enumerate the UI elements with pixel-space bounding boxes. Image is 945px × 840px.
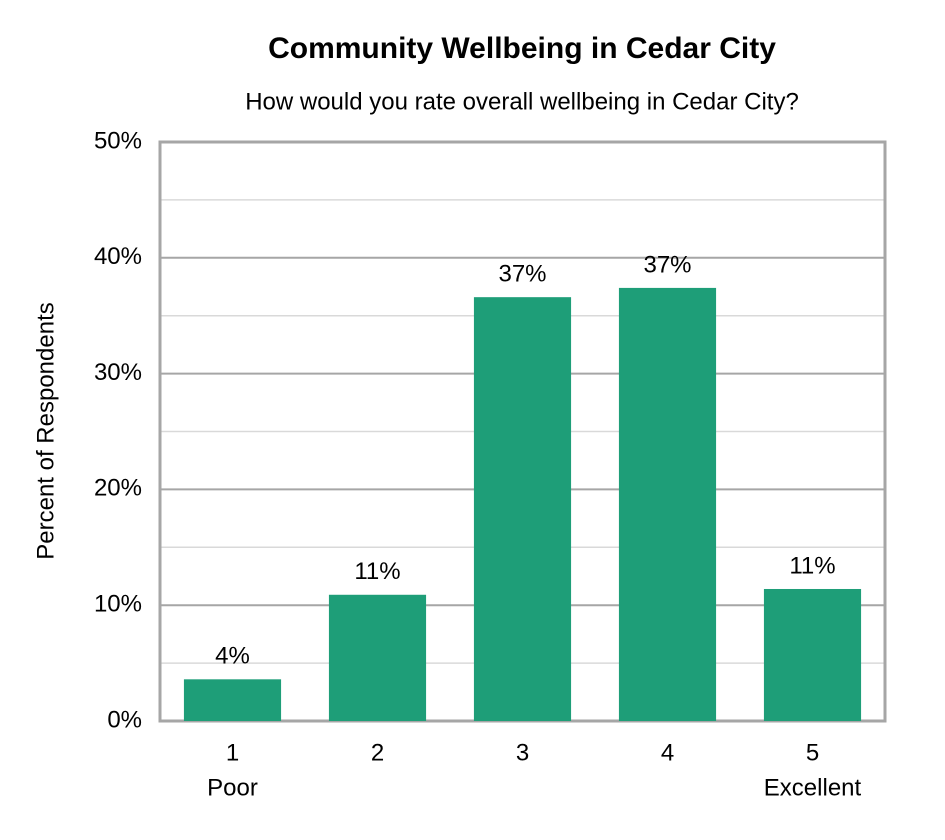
bar xyxy=(763,588,862,721)
data-label: 4% xyxy=(215,643,250,670)
y-axis-label: Percent of Respondents xyxy=(32,302,59,560)
chart-title: Community Wellbeing in Cedar City xyxy=(268,32,776,65)
bar xyxy=(473,297,572,721)
y-tick-label: 0% xyxy=(107,706,142,733)
bar xyxy=(618,287,717,721)
x-tick-label: 3 xyxy=(516,739,529,766)
bar xyxy=(183,679,282,721)
y-tick-label: 10% xyxy=(94,591,142,618)
y-tick-label: 50% xyxy=(94,127,142,154)
x-tick-label: 2 xyxy=(371,739,384,766)
data-label: 11% xyxy=(789,552,835,579)
data-label: 11% xyxy=(354,558,400,585)
x-tick-label: 4 xyxy=(661,739,674,766)
x-tick-label: 5 xyxy=(806,739,819,766)
y-tick-label: 20% xyxy=(94,475,142,502)
y-tick-label: 40% xyxy=(94,243,142,270)
x-tick-sublabel: Excellent xyxy=(764,774,862,801)
y-tick-label: 30% xyxy=(94,359,142,386)
data-label: 37% xyxy=(643,251,691,278)
x-tick-label: 1 xyxy=(226,739,239,766)
bar xyxy=(328,594,427,721)
x-tick-sublabel: Poor xyxy=(207,774,258,801)
data-label: 37% xyxy=(498,261,546,288)
chart-subtitle: How would you rate overall wellbeing in … xyxy=(245,88,799,115)
